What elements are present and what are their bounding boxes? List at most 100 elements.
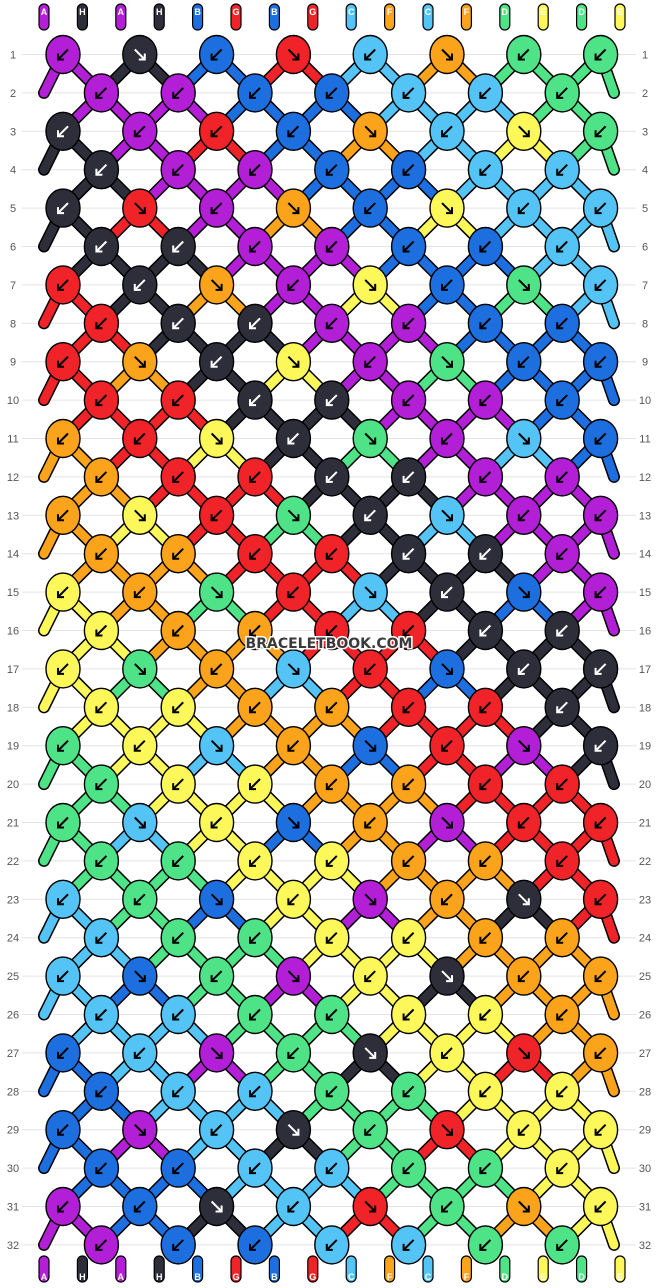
- knot: [352, 1109, 388, 1150]
- arrow-down-right-icon: [95, 394, 108, 407]
- knot: [237, 73, 273, 113]
- arrow-down-right-icon: [364, 816, 376, 829]
- bottom-strand-letter: E: [617, 1272, 623, 1282]
- arrow-down-right-icon: [556, 1008, 568, 1021]
- knot: [275, 418, 312, 459]
- top-strand-letter: H: [79, 7, 86, 17]
- knot: [390, 149, 427, 190]
- knot: [198, 418, 235, 459]
- row-number-left: 6: [10, 242, 16, 254]
- knot: [352, 956, 388, 996]
- arrow-down-right-icon: [172, 471, 184, 483]
- arrow-down-right-icon: [133, 893, 146, 906]
- arrow-down-right-icon: [325, 1085, 338, 1098]
- knot: [544, 1148, 580, 1188]
- knot: [506, 1033, 542, 1073]
- knot: [122, 956, 158, 996]
- knot: [544, 149, 580, 190]
- arrow-down-right-icon: [517, 816, 530, 829]
- arrow-down-right-icon: [479, 471, 492, 483]
- row-number-left: 23: [7, 894, 19, 906]
- arrow-down-left-icon: [210, 1047, 223, 1059]
- knot: [582, 572, 619, 612]
- row-number-right: 6: [642, 242, 648, 254]
- knot: [275, 188, 312, 228]
- bottom-strand-letter: B: [271, 1272, 278, 1282]
- top-strand-letter: A: [41, 7, 48, 17]
- knot: [467, 1225, 504, 1265]
- arrow-down-right-icon: [594, 586, 607, 599]
- top-strand-tab: [192, 3, 204, 31]
- arrow-down-right-icon: [479, 240, 492, 253]
- arrow-down-right-icon: [210, 970, 223, 983]
- knot: [390, 994, 427, 1035]
- arrow-down-left-icon: [134, 816, 146, 829]
- arrow-down-right-icon: [133, 1200, 146, 1213]
- arrow-down-right-icon: [402, 317, 415, 330]
- bottom-strand-tab: [115, 1255, 127, 1283]
- arrow-down-right-icon: [95, 1085, 108, 1098]
- arrow-down-right-icon: [325, 1008, 338, 1021]
- arrow-down-right-icon: [441, 893, 453, 906]
- arrow-down-left-icon: [518, 125, 530, 138]
- arrow-down-left-icon: [518, 432, 530, 445]
- knot: [582, 726, 619, 766]
- row-number-left: 27: [7, 1048, 19, 1060]
- knot: [275, 956, 312, 996]
- row-number-right: 25: [639, 971, 651, 983]
- arrow-down-right-icon: [172, 931, 184, 944]
- knot: [275, 726, 312, 766]
- arrow-down-right-icon: [133, 586, 146, 599]
- arrow-down-right-icon: [57, 355, 69, 368]
- arrow-down-right-icon: [479, 855, 492, 867]
- arrow-down-left-icon: [287, 48, 300, 61]
- bottom-strand-tab: [268, 1255, 280, 1283]
- arrow-down-left-icon: [518, 739, 530, 752]
- arrow-down-left-icon: [364, 1200, 377, 1213]
- arrow-down-right-icon: [402, 87, 415, 99]
- knot: [429, 726, 465, 766]
- arrow-down-right-icon: [441, 125, 453, 138]
- arrow-down-right-icon: [556, 547, 568, 560]
- arrow-down-right-icon: [172, 1085, 184, 1098]
- knot: [429, 188, 465, 228]
- knot: [352, 342, 388, 382]
- arrow-down-left-icon: [287, 1123, 300, 1136]
- arrow-down-left-icon: [134, 1123, 146, 1136]
- row-number-right: 2: [642, 88, 648, 100]
- arrow-down-right-icon: [325, 240, 338, 253]
- arrow-down-left-icon: [441, 202, 453, 215]
- arrow-down-left-icon: [287, 970, 300, 983]
- knot: [198, 572, 235, 612]
- arrow-down-right-icon: [364, 970, 376, 983]
- row-number-right: 27: [639, 1048, 651, 1060]
- knot: [83, 303, 120, 343]
- arrow-down-right-icon: [287, 586, 300, 599]
- knot: [83, 1071, 120, 1112]
- arrow-down-right-icon: [95, 1239, 108, 1251]
- arrow-down-right-icon: [556, 701, 568, 714]
- knot: [237, 457, 273, 497]
- knot: [582, 649, 619, 689]
- knot: [352, 726, 388, 766]
- arrow-down-right-icon: [57, 1123, 69, 1136]
- knot: [198, 956, 235, 996]
- bottom-strand-letter: C: [348, 1272, 355, 1282]
- arrow-down-right-icon: [133, 739, 146, 752]
- knot: [467, 534, 504, 574]
- arrow-down-right-icon: [249, 1162, 261, 1175]
- knot: [45, 572, 81, 612]
- knot: [237, 1225, 273, 1265]
- knot: [352, 802, 388, 843]
- knot: [544, 918, 580, 958]
- watermark: BRACELETBOOK.COM: [246, 636, 413, 652]
- knot: [429, 265, 465, 305]
- row-number-right: 26: [639, 1010, 651, 1022]
- row-number-right: 13: [639, 510, 651, 522]
- bottom-strand-letter: C: [425, 1272, 432, 1282]
- knot-grid: [45, 34, 619, 1265]
- arrow-down-right-icon: [57, 432, 69, 445]
- row-number-right: 12: [639, 472, 651, 484]
- row-number-right: 22: [639, 856, 651, 868]
